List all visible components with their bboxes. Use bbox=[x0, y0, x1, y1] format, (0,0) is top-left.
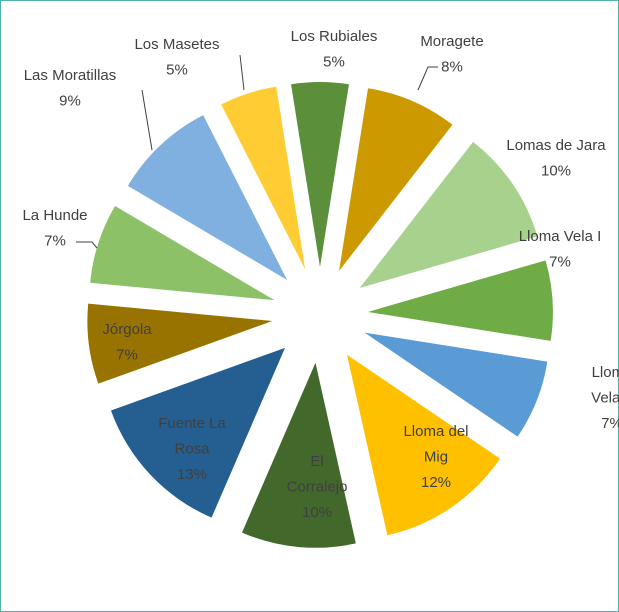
value-label: 7% bbox=[601, 415, 619, 432]
slice-label: Jórgola bbox=[102, 321, 152, 338]
value-label: 10% bbox=[302, 504, 332, 521]
value-label: 9% bbox=[59, 92, 81, 109]
value-label: 7% bbox=[116, 346, 138, 363]
value-label: 13% bbox=[177, 466, 207, 483]
pie-slice bbox=[346, 354, 500, 536]
slice-label: Moragete bbox=[420, 33, 483, 50]
pie-slice bbox=[367, 260, 553, 341]
leader-line bbox=[141, 89, 153, 151]
slice-label: La Hunde bbox=[22, 207, 87, 224]
value-label: 12% bbox=[421, 474, 451, 491]
pie-slice bbox=[127, 115, 288, 281]
slice-label: El Corralejo bbox=[287, 453, 348, 496]
value-label: 5% bbox=[166, 61, 188, 78]
pie-slice bbox=[242, 362, 356, 548]
value-label: 5% bbox=[323, 53, 345, 70]
pie-slice bbox=[339, 88, 453, 271]
leader-line bbox=[76, 241, 98, 249]
value-label: 7% bbox=[44, 232, 66, 249]
pie bbox=[87, 82, 553, 548]
pie-slice bbox=[87, 303, 273, 384]
pie-slice bbox=[221, 86, 306, 270]
pie-slice bbox=[359, 141, 538, 289]
pie-slice bbox=[110, 347, 286, 518]
slice-label: Los Rubiales bbox=[291, 28, 378, 45]
slice-label: Las Moratillas bbox=[24, 67, 117, 84]
slice-label: Fuente La Rosa bbox=[158, 415, 226, 458]
slice-label: Lloma del Mig bbox=[403, 423, 468, 466]
slice-label: Lomas de Jara bbox=[506, 137, 606, 154]
value-label: 8% bbox=[441, 58, 463, 75]
leader-line bbox=[417, 66, 438, 91]
data-labels: Los Rubiales 5% Moragete 8% Lomas de Jara 10%… bbox=[22, 28, 619, 521]
value-label: 7% bbox=[549, 253, 571, 270]
slice-label: Los Masetes bbox=[134, 36, 219, 53]
pie-slice bbox=[90, 205, 275, 301]
pie-slice bbox=[364, 332, 548, 437]
value-label: 10% bbox=[541, 162, 571, 179]
leader-line bbox=[239, 54, 245, 91]
pie-slice bbox=[291, 82, 349, 267]
slice-label: Lloma Vela I bbox=[519, 228, 602, 245]
